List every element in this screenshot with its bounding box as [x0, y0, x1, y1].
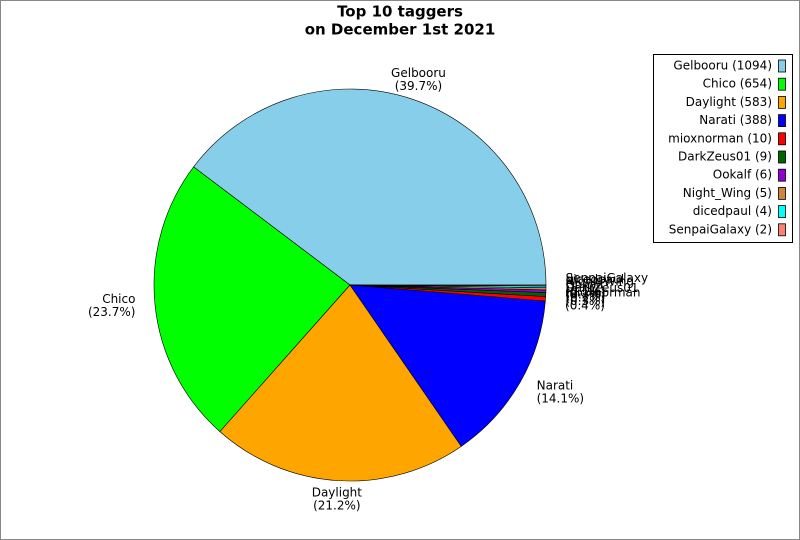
legend-label: dicedpaul (4): [693, 204, 772, 218]
legend-swatch: [778, 96, 786, 109]
legend-label: Daylight (583): [686, 95, 772, 109]
legend-swatch: [778, 59, 786, 73]
slice-label: dicedpaul: [566, 272, 624, 286]
legend-swatch: [778, 186, 786, 200]
slice-percent: (0.4%): [565, 299, 605, 313]
slice-percent: (0.1%): [566, 284, 606, 298]
legend-swatch: [778, 77, 786, 91]
legend-label: Night_Wing (5): [683, 186, 772, 200]
legend-swatch: [778, 223, 786, 237]
legend-swatch: [778, 132, 786, 146]
legend-swatch: [778, 168, 786, 182]
slice-percent: (23.7%): [88, 305, 135, 319]
legend-label: Narati (388): [699, 113, 772, 127]
slice-label: DarkZeus01: [565, 281, 638, 295]
slice-label: Narati: [537, 378, 574, 392]
slice-percent: (14.1%): [537, 391, 584, 405]
legend-swatch: [778, 205, 786, 219]
legend-label: Ookalf (6): [713, 168, 772, 182]
pie-slice: [349, 284, 547, 287]
legend-swatch: [778, 114, 786, 127]
legend-label: Chico (654): [703, 77, 772, 91]
slice-percent: (0.2%): [566, 288, 606, 302]
slice-label: SenpaiGalaxy: [566, 271, 648, 285]
legend-label: SenpaiGalaxy (2): [669, 222, 772, 236]
slice-label: Gelbooru: [391, 66, 446, 80]
slice-percent: (39.7%): [395, 79, 442, 93]
legend-label: mioxnorman (10): [668, 131, 772, 145]
slice-label: Night_Wing: [566, 275, 634, 289]
pie: Gelbooru(39.7%) Chico(23.7%) Daylight(21.2…: [88, 66, 648, 513]
slice-label: Daylight: [312, 486, 363, 500]
slice-percent: (0.2%): [565, 290, 605, 304]
pie-slice: [349, 284, 546, 447]
slice-percent: (21.2%): [313, 499, 360, 513]
chart-title: Top 10 taggers: [337, 3, 463, 21]
slice-label: Ookalf: [565, 277, 604, 291]
slice-label: Chico: [102, 292, 135, 306]
pie-slice: [193, 88, 547, 286]
pie-slice: [219, 284, 462, 482]
legend-box: [653, 54, 793, 243]
slice-percent: (0.3%): [565, 294, 605, 308]
pie-slice: [153, 166, 351, 433]
legend: Gelbooru (1094) Chico (654) Daylight (583)…: [653, 54, 793, 243]
legend-label: DarkZeus01 (9): [678, 150, 772, 164]
slice-label: mioxnorman: [565, 286, 640, 300]
legend-label: Gelbooru (1094): [673, 59, 772, 73]
legend-swatch: [778, 150, 786, 164]
chart-title: on December 1st 2021: [305, 21, 496, 39]
slice-percent: (0.1%): [566, 285, 606, 299]
